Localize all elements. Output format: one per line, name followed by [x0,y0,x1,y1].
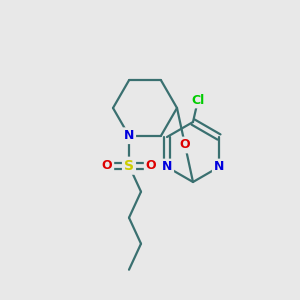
Text: S: S [124,159,134,173]
Text: N: N [162,160,172,173]
Text: O: O [146,159,156,172]
Text: Cl: Cl [191,94,205,106]
Text: N: N [214,160,224,173]
Text: O: O [102,159,112,172]
Text: N: N [124,129,134,142]
Text: O: O [180,139,190,152]
